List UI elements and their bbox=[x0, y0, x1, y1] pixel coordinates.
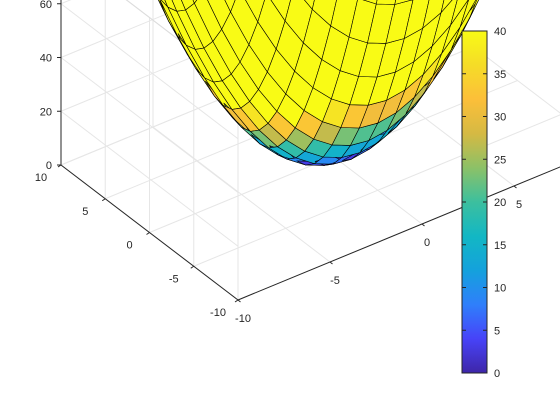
y-tick-label: -10 bbox=[210, 307, 226, 319]
grid-line bbox=[60, 110, 239, 247]
y-tick-label: 0 bbox=[126, 240, 132, 252]
x-tick-label: 0 bbox=[424, 237, 430, 249]
colorbar-tick-label: 0 bbox=[494, 368, 500, 380]
x-tick-label: -10 bbox=[235, 313, 251, 325]
colorbar: 0 5 10 15 20 25 30 35 40 bbox=[461, 26, 506, 380]
surface-face bbox=[450, 0, 469, 26]
grid-line bbox=[193, 114, 560, 267]
y-tick-label: 5 bbox=[82, 206, 88, 218]
y-tick-label: -5 bbox=[169, 273, 179, 285]
colorbar-tick-label: 5 bbox=[494, 325, 500, 337]
y-tick-label: 10 bbox=[35, 172, 47, 184]
colorbar-tick-label: 35 bbox=[494, 69, 506, 81]
y-tick bbox=[146, 232, 150, 235]
grid-line bbox=[237, 166, 560, 301]
surface-face bbox=[440, 0, 453, 13]
colorbar-tick-label: 40 bbox=[494, 26, 506, 38]
x-tick bbox=[237, 299, 241, 303]
x-tick-label: 5 bbox=[516, 199, 522, 211]
colorbar-tick-label: 20 bbox=[494, 197, 506, 209]
x-axis-line bbox=[237, 166, 560, 301]
colorbar-tick-label: 15 bbox=[494, 240, 506, 252]
z-tick-label: 40 bbox=[40, 53, 52, 65]
grid-line bbox=[60, 3, 239, 140]
z-tick-label: 60 bbox=[40, 0, 52, 11]
surface-face bbox=[459, 0, 477, 28]
surface-face bbox=[159, 0, 161, 2]
x-tick bbox=[513, 185, 517, 189]
surface-face bbox=[394, 0, 413, 5]
z-tick-label: 0 bbox=[46, 160, 52, 172]
z-tick-label: 20 bbox=[40, 106, 52, 118]
x-tick-label: -5 bbox=[330, 275, 340, 287]
grid-line bbox=[60, 57, 239, 193]
colorbar-tick-label: 25 bbox=[494, 154, 506, 166]
y-tick bbox=[190, 265, 195, 269]
x-tick bbox=[421, 223, 425, 227]
surface-plot bbox=[158, 0, 479, 166]
grid-line bbox=[60, 0, 202, 58]
surface-face bbox=[469, 0, 479, 19]
colorbar-tick-label: 10 bbox=[494, 283, 506, 295]
colorbar-tick-label: 30 bbox=[494, 112, 506, 124]
x-tick bbox=[329, 261, 333, 265]
y-tick bbox=[101, 198, 106, 202]
y-tick bbox=[234, 299, 239, 303]
